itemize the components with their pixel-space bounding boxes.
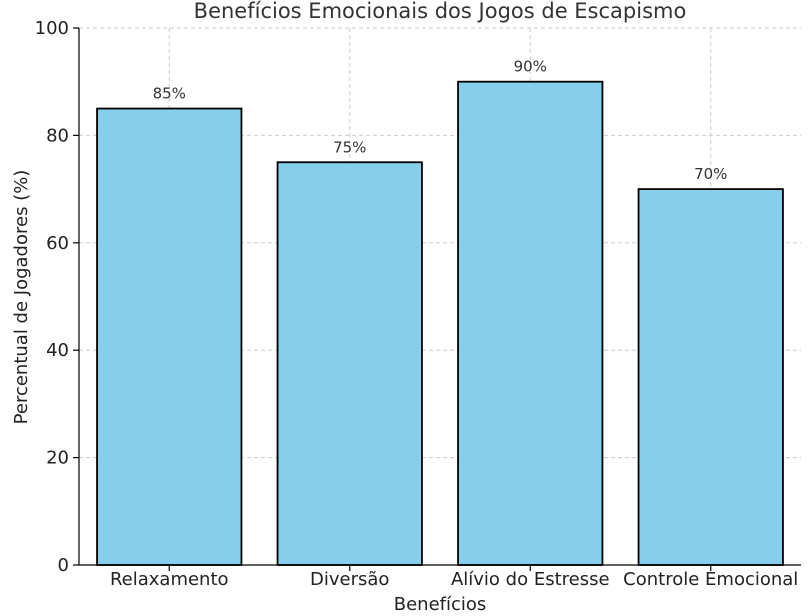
bar-1 (96, 107, 243, 566)
y-tick-label: 100 (35, 18, 69, 39)
x-axis-ticks: Relaxamento Diversão Alívio do Estresse Con… (110, 565, 798, 590)
y-tick-label: 60 (46, 233, 69, 254)
y-axis-ticks: 0 20 40 60 80 100 (35, 18, 79, 576)
x-tick-label: Alívio do Estresse (451, 569, 610, 590)
data-labels: 85% 75% 90% 70% (153, 58, 728, 183)
data-label: 70% (694, 165, 727, 183)
axes (78, 28, 801, 566)
x-axis-label: Benefícios (394, 594, 487, 615)
y-tick-label: 80 (46, 125, 69, 146)
chart-title: Benefícios Emocionais dos Jogos de Escap… (194, 0, 687, 23)
bar-3 (457, 80, 604, 566)
x-tick-label: Relaxamento (110, 569, 229, 590)
bars (96, 80, 784, 566)
data-label: 90% (514, 58, 547, 76)
x-tick-label: Controle Emocional (623, 569, 798, 590)
x-tick-label: Diversão (310, 569, 389, 590)
y-tick-label: 40 (46, 340, 69, 361)
data-label: 75% (333, 138, 366, 156)
bar-2 (276, 161, 423, 566)
data-label: 85% (153, 85, 186, 103)
y-axis-label: Percentual de Jogadores (%) (11, 170, 32, 425)
y-tick-label: 0 (58, 555, 69, 576)
bar-4 (637, 188, 784, 566)
y-tick-label: 20 (46, 448, 69, 469)
